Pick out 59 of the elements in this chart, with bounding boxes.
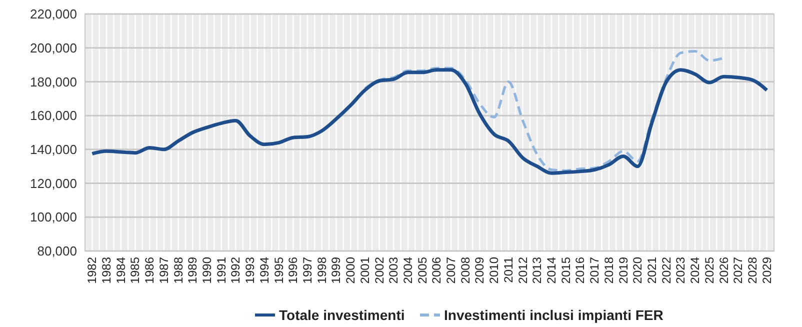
- y-tick-label: 120,000: [30, 176, 77, 191]
- x-tick-label: 2012: [516, 256, 530, 284]
- x-tick-label: 1982: [85, 256, 100, 284]
- x-tick-label: 2018: [602, 256, 616, 284]
- x-tick-label: 2011: [501, 256, 516, 283]
- x-tick-label: 2029: [760, 256, 774, 284]
- x-tick-label: 2023: [674, 256, 688, 284]
- y-tick-label: 80,000: [37, 244, 77, 259]
- legend-label: Totale investimenti: [279, 306, 405, 323]
- x-tick-label: 1984: [114, 256, 128, 284]
- x-tick-label: 2015: [558, 256, 573, 284]
- x-tick-label: 2005: [415, 256, 430, 284]
- x-tick-label: 1987: [156, 256, 171, 284]
- x-tick-label: 1997: [300, 256, 314, 284]
- x-tick-label: 2014: [544, 256, 559, 284]
- x-tick-label: 2007: [444, 256, 458, 284]
- x-tick-label: 1998: [314, 256, 329, 284]
- x-tick-label: 2017: [588, 256, 602, 284]
- x-tick-label: 2024: [688, 256, 702, 284]
- x-tick-label: 2004: [400, 256, 415, 284]
- x-tick-label: 1990: [200, 256, 214, 284]
- x-tick-label: 2020: [630, 256, 645, 284]
- y-tick-label: 100,000: [30, 210, 77, 225]
- x-tick-label: 2008: [458, 256, 472, 284]
- x-tick-label: 1983: [100, 256, 114, 284]
- y-tick-label: 220,000: [30, 6, 77, 22]
- x-tick-label: 2006: [430, 256, 444, 284]
- x-tick-label: 2019: [616, 256, 630, 284]
- x-tick-label: 2026: [716, 256, 731, 284]
- x-tick-label: 2009: [472, 256, 487, 284]
- x-tick-label: 1993: [243, 256, 258, 284]
- y-tick-label: 200,000: [30, 40, 77, 56]
- x-tick-label: 2003: [386, 256, 401, 284]
- x-tick-label: 2000: [344, 256, 358, 284]
- x-tick-label: 2025: [702, 256, 716, 284]
- x-tick-label: 2016: [573, 256, 588, 284]
- x-tick-label: 2013: [530, 256, 544, 284]
- y-tick-label: 140,000: [30, 142, 77, 157]
- x-tick-label: 1989: [186, 256, 200, 284]
- x-tick-label: 2021: [644, 256, 659, 284]
- line-series: [90, 68, 769, 175]
- x-tick-label: 2027: [731, 256, 746, 284]
- x-tick-label: 1991: [214, 256, 228, 284]
- x-tick-label: 1999: [329, 256, 344, 284]
- x-tick-label: 2022: [659, 256, 674, 284]
- x-tick-label: 1995: [272, 256, 286, 284]
- x-tick-label: 1996: [286, 256, 300, 284]
- x-tick-label: 2001: [358, 256, 372, 284]
- x-tick-label: 2010: [487, 256, 502, 284]
- legend-label: Investimenti inclusi impianti FER: [444, 306, 664, 323]
- x-tick-label: 1988: [171, 256, 186, 284]
- x-tick-label: 1986: [142, 256, 157, 284]
- x-tick-label: 1985: [128, 256, 142, 284]
- x-tick-label: 2028: [745, 256, 760, 284]
- y-tick-label: 180,000: [30, 74, 77, 90]
- y-tick-label: 160,000: [30, 108, 77, 124]
- x-tick-label: 1992: [228, 256, 243, 284]
- x-tick-label: 1994: [257, 256, 272, 284]
- x-tick-label: 2002: [372, 256, 386, 284]
